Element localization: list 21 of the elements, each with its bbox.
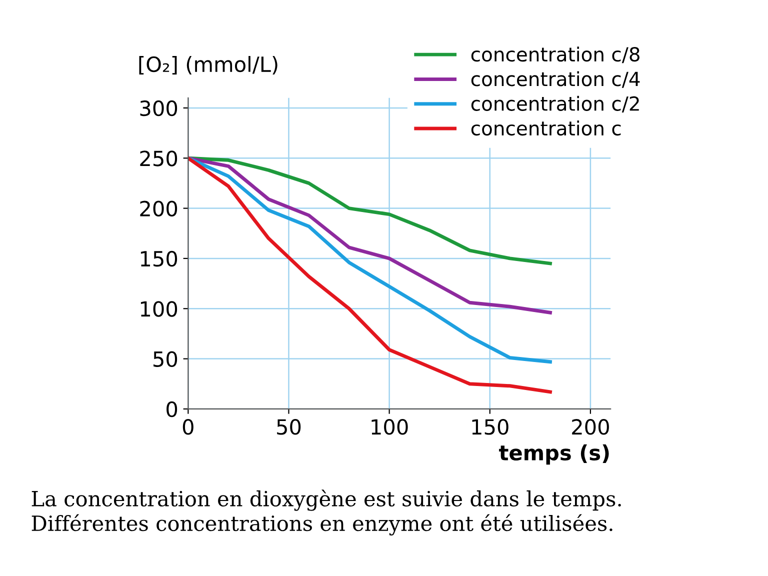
- y-tick-label: 0: [166, 401, 178, 418]
- legend-label: concentration c/8: [471, 46, 640, 64]
- text: La concentration en dioxygène est suivie dans le temps. Différentes concentrations en enzyme ont été utilisées.: [32, 490, 621, 536]
- x-tick-label: 100: [372, 419, 408, 435]
- legend-label: concentration c: [471, 120, 621, 136]
- y-tick-label: 300: [140, 100, 178, 116]
- y-tick-label: 50: [154, 351, 178, 368]
- x-tick-label: 50: [277, 419, 301, 435]
- line-series: [188, 156, 552, 314]
- y-axis-title: [O₂] (mmol/L): [139, 56, 278, 75]
- line-series: [188, 156, 552, 266]
- x-axis-title: temps (s): [499, 444, 609, 465]
- y-tick-label: 100: [140, 301, 178, 317]
- y-tick-label: 200: [140, 200, 178, 216]
- legend-label: concentration c/4: [471, 71, 640, 88]
- legend-label: concentration c/2: [471, 96, 639, 112]
- x-tick-label: 0: [182, 419, 194, 435]
- x-tick-label: 150: [472, 419, 508, 435]
- y-tick-label: 150: [140, 250, 178, 267]
- x-tick-label: 200: [572, 419, 609, 435]
- y-tick-label: 250: [140, 150, 178, 166]
